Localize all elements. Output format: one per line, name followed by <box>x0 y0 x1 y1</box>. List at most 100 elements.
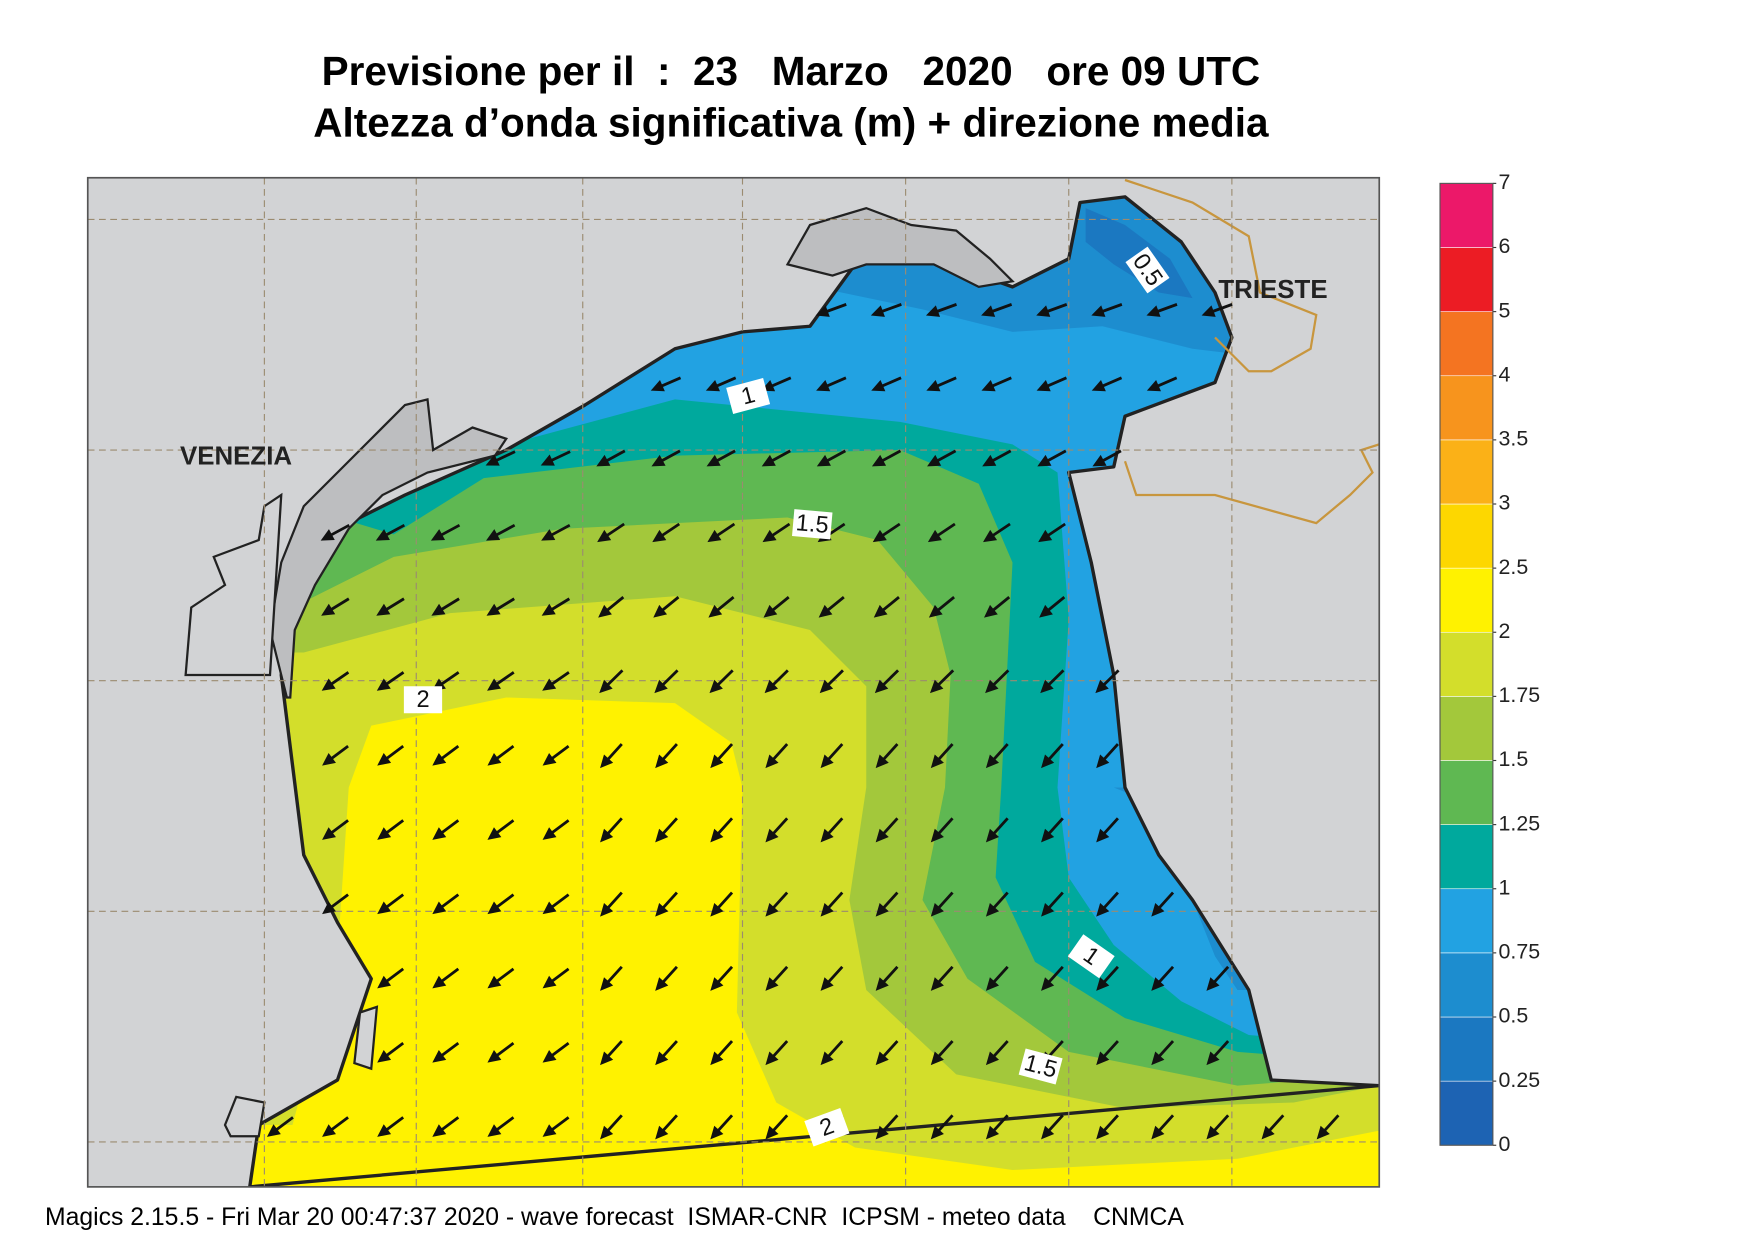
direction-arrow <box>818 596 845 618</box>
direction-arrow <box>432 819 460 840</box>
direction-arrow <box>816 449 847 467</box>
direction-arrow <box>925 303 957 317</box>
direction-arrow <box>487 671 515 691</box>
direction-arrow <box>486 597 515 616</box>
direction-arrow <box>710 817 734 843</box>
direction-arrow <box>432 967 460 989</box>
colorbar-tick-label: 4 <box>1499 362 1511 386</box>
direction-arrow <box>820 965 844 991</box>
direction-arrow <box>1041 817 1064 843</box>
direction-arrow <box>322 893 349 915</box>
direction-arrow <box>652 522 681 543</box>
colorbar-band <box>1439 760 1494 825</box>
colorbar-tick-label: 1 <box>1499 875 1511 899</box>
contour-label-bg <box>804 1108 850 1147</box>
direction-arrow <box>815 303 847 317</box>
direction-arrow <box>1036 376 1067 392</box>
direction-arrow <box>431 597 460 616</box>
colorbar-tick-label: 1.75 <box>1499 683 1541 707</box>
land-outline <box>184 492 283 677</box>
contour-label: 2 <box>804 1108 850 1147</box>
graticule <box>87 177 1380 1187</box>
direction-arrow <box>542 967 570 989</box>
direction-arrow <box>485 450 516 466</box>
direction-arrow <box>655 1040 678 1066</box>
colorbar-tick-label: 2.5 <box>1499 555 1529 579</box>
direction-arrow <box>377 819 405 840</box>
direction-arrow <box>542 744 570 766</box>
direction-arrow <box>1092 449 1122 467</box>
direction-arrow <box>706 449 736 467</box>
direction-arrow <box>820 1040 844 1066</box>
direction-arrow <box>930 743 954 769</box>
direction-arrow <box>321 597 350 616</box>
direction-arrow <box>266 1116 294 1137</box>
colorbar-frame <box>1439 182 1494 1146</box>
contour-label-bg <box>792 509 833 540</box>
direction-arrow <box>1151 1114 1175 1140</box>
direction-arrow <box>875 743 899 769</box>
direction-arrow <box>1038 522 1066 543</box>
contour-label: 2 <box>403 686 443 714</box>
direction-arrow <box>872 522 901 543</box>
colorbar-band <box>1439 247 1494 312</box>
direction-arrow <box>655 817 678 843</box>
direction-arrow <box>930 891 954 917</box>
direction-arrow <box>321 671 350 691</box>
marano-lagoon <box>785 206 1015 289</box>
contour-label-bg <box>403 686 443 714</box>
direction-arrow <box>486 523 516 541</box>
direction-arrow <box>816 376 847 392</box>
direction-arrow <box>709 669 734 694</box>
direction-arrow <box>1096 891 1119 917</box>
colorbar-band <box>1439 503 1494 569</box>
colorbar-tick-label: 0.5 <box>1499 1004 1529 1028</box>
direction-arrow <box>874 669 900 694</box>
direction-arrow <box>322 819 349 840</box>
direction-arrow <box>705 376 737 392</box>
direction-arrow <box>655 965 678 991</box>
direction-arrow <box>765 891 789 917</box>
contour-label: 1 <box>726 378 771 414</box>
direction-arrow <box>871 376 902 392</box>
direction-arrow <box>1039 596 1066 618</box>
direction-arrow <box>1206 1114 1230 1140</box>
direction-arrow <box>541 597 571 616</box>
colorbar-band <box>1439 439 1494 505</box>
footer: Magics 2.15.5 - Fri Mar 20 00:47:37 2020… <box>45 1204 1184 1231</box>
direction-arrow <box>760 376 792 392</box>
contour-label: 1.5 <box>792 509 833 540</box>
direction-arrow <box>1151 1040 1175 1066</box>
colorbar-band <box>1439 888 1494 954</box>
direction-arrow <box>929 669 955 694</box>
direction-arrow <box>875 965 899 991</box>
direction-arrow <box>981 376 1012 392</box>
direction-arrow <box>430 523 461 541</box>
direction-arrow <box>655 1114 678 1140</box>
direction-arrow <box>765 817 789 843</box>
direction-arrow <box>1091 303 1123 317</box>
colorbar-tick-label: 2 <box>1499 619 1511 643</box>
direction-arrow <box>487 893 515 915</box>
direction-arrow <box>927 449 957 467</box>
direction-arrow <box>600 891 623 917</box>
direction-arrow <box>542 819 570 840</box>
direction-arrow <box>542 1041 570 1063</box>
direction-arrow <box>710 743 734 769</box>
direction-arrow <box>377 1041 405 1063</box>
contour-label: 1 <box>1067 934 1115 979</box>
direction-arrow <box>927 522 956 543</box>
direction-arrow <box>1036 303 1068 317</box>
direction-arrow <box>930 965 954 991</box>
direction-arrow <box>600 743 623 769</box>
direction-arrow <box>1261 1114 1285 1140</box>
direction-arrow <box>875 817 899 843</box>
direction-arrow <box>1206 965 1230 991</box>
direction-arrow <box>765 743 789 769</box>
direction-arrows <box>266 303 1340 1140</box>
colorbar-tick-label: 0.75 <box>1499 940 1541 964</box>
direction-arrow <box>542 1116 570 1137</box>
direction-arrow <box>985 891 1009 917</box>
direction-arrow <box>600 965 623 991</box>
